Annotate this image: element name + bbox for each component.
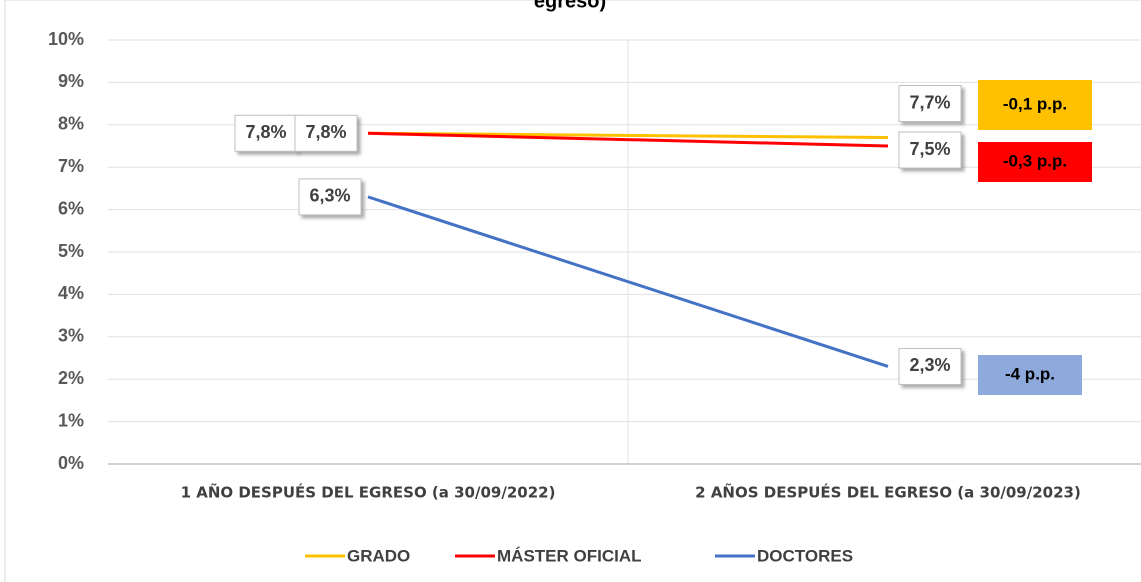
y-tick-label: 8% (58, 114, 84, 134)
legend-label: DOCTORES (757, 546, 853, 565)
data-label: 7,8% (305, 122, 346, 142)
y-tick-label: 5% (58, 241, 84, 261)
y-tick-label: 3% (58, 326, 84, 346)
annotation-box (978, 355, 1082, 395)
data-label: 7,7% (909, 92, 950, 112)
series-line (367, 131, 889, 148)
annotation: -4 p.p. (1005, 364, 1055, 383)
legend-label: GRADO (347, 546, 410, 565)
annotation-box (978, 80, 1092, 130)
annotation: -0,1 p.p. (1003, 94, 1067, 113)
x-tick-label: 2 AÑOS DESPUÉS DEL EGRESO (a 30/09/2023) (695, 483, 1081, 502)
data-label: 2,3% (909, 355, 950, 375)
y-tick-label: 0% (58, 453, 84, 473)
y-tick-label: 10% (48, 29, 84, 49)
annotation: -0,3 p.p. (1003, 151, 1067, 170)
data-label-box (898, 347, 962, 385)
series-line (367, 195, 889, 368)
x-tick-label: 1 AÑO DESPUÉS DEL EGRESO (a 30/09/2022) (181, 483, 556, 502)
data-label-box (298, 178, 362, 216)
chart-title: egreso) (534, 0, 606, 12)
data-label-box (898, 131, 962, 169)
y-tick-label: 1% (58, 410, 84, 430)
data-label-box (234, 114, 298, 152)
y-tick-label: 6% (58, 198, 84, 218)
legend-label: MÁSTER OFICIAL (497, 546, 642, 565)
y-tick-label: 4% (58, 283, 84, 303)
data-label-box (898, 85, 962, 123)
data-label: 6,3% (309, 186, 350, 206)
data-label: 7,8% (245, 122, 286, 142)
data-label: 7,5% (909, 139, 950, 159)
y-tick-label: 7% (58, 156, 84, 176)
y-tick-label: 2% (58, 368, 84, 388)
y-tick-label: 9% (58, 71, 84, 91)
data-label-box (294, 114, 358, 152)
annotation-box (978, 142, 1092, 182)
